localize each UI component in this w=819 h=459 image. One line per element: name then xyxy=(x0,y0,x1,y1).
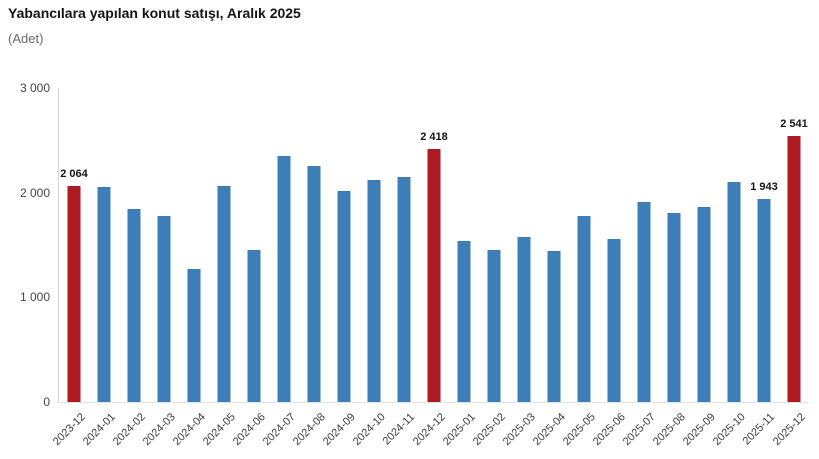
x-axis-label-2025-02: 2025-02 xyxy=(470,411,508,449)
bar-2024-07 xyxy=(277,155,291,402)
bar-slot-2025-05: 2025-05 xyxy=(560,88,599,448)
bar-slot-2024-11: 2024-11 xyxy=(381,88,419,447)
bar-2023-12 xyxy=(67,186,81,402)
bar-slot-2024-08: 2024-08 xyxy=(290,88,329,448)
bar-2025-12 xyxy=(787,136,801,402)
y-axis-tick-label: 0 xyxy=(43,395,50,409)
bar-2024-03 xyxy=(157,216,171,402)
bar-slot-2025-07: 2025-07 xyxy=(620,88,659,448)
y-axis-tick-label: 3 000 xyxy=(19,81,50,95)
bar-slot-2025-09: 2025-09 xyxy=(680,88,719,448)
bar-slot-2024-07: 2024-07 xyxy=(260,88,299,448)
bar-2024-10 xyxy=(367,179,381,402)
bar-2025-03 xyxy=(517,237,531,402)
bar-2025-10 xyxy=(727,181,741,402)
bar-slot-2025-06: 2025-06 xyxy=(590,88,629,448)
bar-2024-08 xyxy=(307,166,321,402)
bar-2025-01 xyxy=(457,240,471,402)
x-axis-label-2024-02: 2024-02 xyxy=(110,411,148,449)
bar-2025-02 xyxy=(487,249,501,402)
bar-2024-01 xyxy=(97,186,111,402)
x-axis-label-2024-07: 2024-07 xyxy=(260,411,298,449)
data-label-2023-12: 2 064 xyxy=(60,168,88,180)
x-axis-label-2024-05: 2024-05 xyxy=(200,411,238,449)
bar-slot-2025-11: 2025-11 1 943 xyxy=(741,88,779,448)
x-axis-label-2024-10: 2024-10 xyxy=(350,411,388,449)
data-label-2025-12: 2 541 xyxy=(780,118,808,130)
data-label-2024-12: 2 418 xyxy=(420,130,448,143)
x-axis-label-2024-03: 2024-03 xyxy=(140,411,178,449)
bar-slot-2024-09: 2024-09 xyxy=(320,88,359,448)
bar-slot-2025-01: 2025-01 xyxy=(440,88,479,448)
bar-2024-12 xyxy=(427,148,441,402)
x-axis-label-2025-11: 2025-11 xyxy=(741,411,778,448)
bar-slot-2025-10: 2025-10 xyxy=(710,88,749,448)
bar-slot-2025-08: 2025-08 xyxy=(650,88,689,448)
x-axis-label-2025-12: 2025-12 xyxy=(770,411,808,449)
bar-slot-2025-12: 2025-12 2 541 xyxy=(770,88,809,448)
x-axis-label-2024-09: 2024-09 xyxy=(320,411,358,449)
bar-slot-2024-05: 2024-05 xyxy=(200,88,239,448)
x-axis-label-2025-01: 2025-01 xyxy=(440,411,478,449)
bar-2024-05 xyxy=(217,186,231,402)
bar-2025-06 xyxy=(607,238,621,402)
bar-slot-2024-03: 2024-03 xyxy=(140,88,179,448)
bar-slot-2024-10: 2024-10 xyxy=(350,88,389,448)
x-axis-label-2025-07: 2025-07 xyxy=(620,411,658,449)
bar-slot-2024-01: 2024-01 xyxy=(80,88,119,448)
x-axis-label-2024-08: 2024-08 xyxy=(290,411,328,449)
bar-2025-09 xyxy=(697,207,711,402)
bar-slot-2024-12: 2024-12 2 418 xyxy=(410,88,449,448)
x-axis-label-2024-01: 2024-01 xyxy=(80,411,118,449)
bar-2024-06 xyxy=(247,250,261,402)
x-axis-label-2025-08: 2025-08 xyxy=(650,411,688,449)
x-axis-label-2025-03: 2025-03 xyxy=(500,411,538,449)
bar-2025-07 xyxy=(637,202,651,402)
bar-2025-11 xyxy=(757,198,771,402)
bar-slot-2024-04: 2024-04 xyxy=(170,88,209,448)
bar-2024-09 xyxy=(337,190,351,402)
x-axis-label-2025-04: 2025-04 xyxy=(530,411,568,449)
x-axis-label-2025-05: 2025-05 xyxy=(560,411,598,449)
bar-slot-2024-02: 2024-02 xyxy=(110,88,149,448)
bar-slot-2025-03: 2025-03 xyxy=(500,88,539,448)
bar-2024-02 xyxy=(127,209,141,402)
data-label-2025-11: 1 943 xyxy=(750,180,778,193)
x-axis-label-2025-10: 2025-10 xyxy=(710,411,748,449)
bar-2024-11 xyxy=(397,176,411,402)
x-axis-label-2024-11: 2024-11 xyxy=(381,411,418,448)
x-axis-label-2023-12: 2023-12 xyxy=(50,411,88,449)
x-axis-label-2024-06: 2024-06 xyxy=(230,411,268,449)
chart-unit-label: (Adet) xyxy=(8,31,44,46)
bar-slot-2023-12: 2023-12 2 064 xyxy=(50,88,89,448)
bar-2025-08 xyxy=(667,213,681,402)
x-axis-label-2025-06: 2025-06 xyxy=(590,411,628,449)
x-axis-label-2024-12: 2024-12 xyxy=(410,411,448,449)
y-axis-tick-label: 1 000 xyxy=(19,290,50,305)
bar-2025-05 xyxy=(577,216,591,402)
bar-slot-2025-02: 2025-02 xyxy=(470,88,509,448)
bar-slot-2024-06: 2024-06 xyxy=(230,88,269,448)
bars: 2023-12 2 064 2024-01 2024-02 2024-03 2024-04… xyxy=(50,88,809,448)
plot-area: 2023-12 2 064 2024-01 2024-02 2024-03 2024-04… xyxy=(20,81,809,448)
x-axis-label-2025-09: 2025-09 xyxy=(680,411,718,449)
x-axis-label-2024-04: 2024-04 xyxy=(170,411,208,449)
bar-2024-04 xyxy=(187,269,201,402)
chart-title: Yabancılara yapılan konut satışı, Aralık… xyxy=(8,5,301,21)
bar-2025-04 xyxy=(547,251,561,402)
bar-slot-2025-04: 2025-04 xyxy=(530,88,569,448)
y-axis-tick-label: 2 000 xyxy=(19,185,50,200)
